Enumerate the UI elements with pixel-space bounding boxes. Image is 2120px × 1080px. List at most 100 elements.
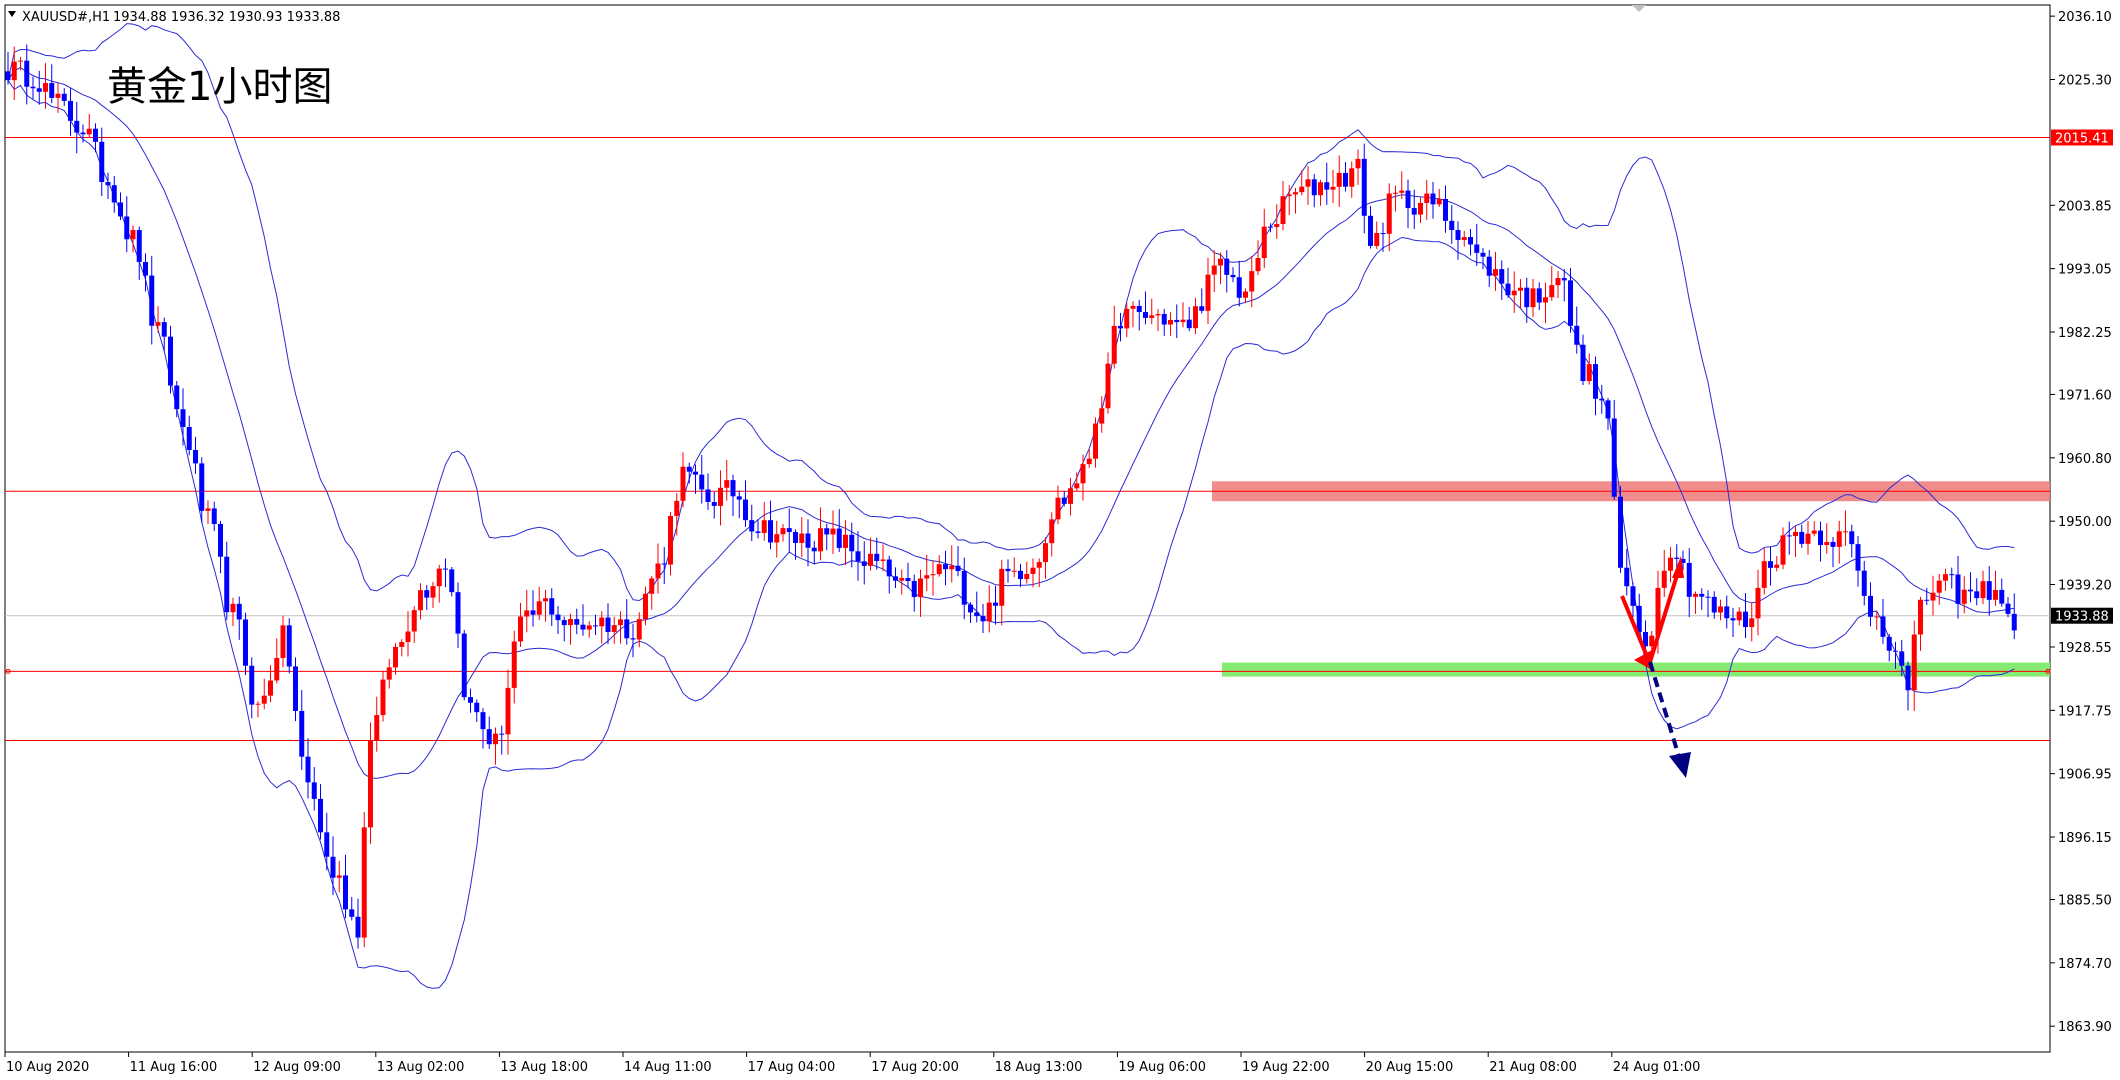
candle-body — [1593, 364, 1598, 399]
ohlc-values: 1934.88 1936.32 1930.93 1933.88 — [113, 10, 340, 25]
candle-body — [293, 666, 298, 711]
candle-body — [1986, 581, 1992, 600]
candle-body — [786, 528, 792, 533]
price-tick-label: 1885.50 — [2058, 893, 2112, 908]
candle-body — [1761, 561, 1767, 588]
candle-body — [449, 569, 455, 593]
candle-body — [286, 625, 292, 667]
candle-body — [1699, 593, 1705, 597]
candle-body — [205, 508, 211, 511]
time-tick-label: 20 Aug 15:00 — [1366, 1060, 1454, 1075]
candle-body — [1274, 223, 1280, 228]
candle-body — [668, 515, 673, 565]
candle-body — [743, 499, 748, 521]
candle-body — [793, 532, 798, 543]
price-tick-label: 2036.10 — [2058, 10, 2112, 25]
candle-body — [1430, 193, 1436, 205]
candle-body — [1399, 190, 1405, 193]
candle-body — [49, 83, 55, 98]
price-tick-label: 1874.70 — [2058, 957, 2112, 972]
candle-body — [1580, 344, 1586, 382]
candle-body — [374, 715, 380, 741]
price-tick-label: 2003.85 — [2058, 199, 2112, 214]
candle-body — [1136, 305, 1142, 313]
candle-body — [1380, 232, 1386, 234]
candle-body — [874, 553, 880, 561]
candle-body — [1749, 618, 1755, 628]
candle-body — [211, 508, 217, 524]
time-tick-label: 12 Aug 09:00 — [253, 1060, 341, 1075]
candle-body — [55, 93, 61, 98]
candle-body — [805, 533, 811, 548]
candle-body — [761, 520, 767, 533]
price-tick-label: 1939.20 — [2058, 579, 2112, 594]
candle-body — [855, 551, 861, 562]
candle-body — [393, 646, 398, 668]
candle-body — [1849, 531, 1855, 545]
candle-body — [368, 740, 373, 828]
candle-body — [936, 564, 942, 575]
candle-body — [418, 590, 423, 611]
candle-body — [230, 603, 236, 613]
candle-body — [461, 633, 467, 698]
candle-body — [261, 695, 267, 704]
chart-header: XAUUSD#,H1 1934.88 1936.32 1930.93 1933.… — [8, 10, 340, 25]
time-tick-label: 24 Aug 01:00 — [1613, 1060, 1701, 1075]
candle-body — [1405, 190, 1411, 209]
candle-body — [1418, 202, 1423, 215]
candle-body — [1968, 589, 1973, 592]
candle-body — [455, 592, 461, 634]
candle-body — [1624, 567, 1630, 587]
candle-body — [1055, 497, 1061, 520]
candle-body — [1299, 186, 1305, 193]
level-price-badge — [2051, 129, 2113, 146]
price-tick-label: 2025.30 — [2058, 73, 2112, 88]
down-scenario-arrowhead — [1669, 752, 1691, 778]
candle-body — [1111, 325, 1117, 364]
candle-body — [1030, 567, 1036, 574]
shift-marker-icon[interactable] — [1632, 5, 1646, 12]
candle-body — [324, 832, 330, 857]
candle-body — [768, 520, 773, 543]
candle-body — [1474, 244, 1480, 253]
candle-body — [1511, 290, 1517, 296]
candle-body — [1905, 665, 1911, 691]
candle-body — [1199, 306, 1205, 311]
candle-body — [1811, 530, 1817, 534]
candle-body — [849, 534, 855, 552]
candle-body — [1743, 611, 1748, 628]
candle-body — [1093, 423, 1098, 459]
price-tick-label: 1928.55 — [2058, 641, 2112, 656]
candle-body — [1168, 319, 1173, 325]
candle-body — [1961, 589, 1967, 604]
candle-body — [811, 547, 817, 552]
price-tick-label: 1917.75 — [2058, 704, 2112, 719]
candle-body — [99, 141, 105, 182]
candle-body — [1768, 561, 1773, 568]
candle-body — [1774, 564, 1780, 568]
candle-body — [518, 616, 523, 642]
candle-body — [330, 856, 336, 878]
time-tick-label: 10 Aug 2020 — [6, 1060, 89, 1075]
candle-body — [1599, 398, 1605, 401]
candle-body — [1361, 158, 1367, 216]
candle-body — [930, 574, 936, 576]
candle-body — [1130, 305, 1136, 309]
time-tick-label: 13 Aug 18:00 — [500, 1060, 588, 1075]
candle-body — [1349, 168, 1355, 187]
candle-body — [236, 603, 242, 620]
candle-body — [1386, 193, 1392, 234]
candle-body — [1224, 258, 1230, 275]
candle-body — [1886, 636, 1892, 651]
candle-body — [1443, 198, 1448, 221]
candle-body — [305, 756, 311, 783]
candle-body — [1155, 314, 1161, 316]
up-scenario-arrowhead — [1672, 556, 1684, 578]
candle-body — [624, 619, 630, 639]
candle-body — [11, 61, 17, 81]
candle-body — [1149, 315, 1155, 318]
candle-body — [693, 471, 698, 475]
candle-body — [1574, 325, 1580, 345]
candle-body — [1530, 288, 1536, 308]
